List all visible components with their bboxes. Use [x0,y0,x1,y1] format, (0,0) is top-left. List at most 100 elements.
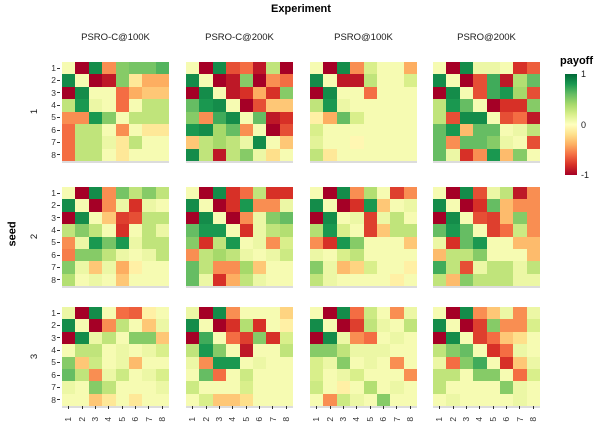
heatmap-cell [499,123,514,137]
x-tick-label: 7 [267,416,278,422]
heatmap-cell [115,344,129,357]
heatmap-cell [75,148,89,161]
y-tick-label: 7 [51,382,56,393]
heatmap-cell [526,99,540,112]
heatmap-cell [75,236,89,249]
heatmap-cell [186,224,200,237]
heatmap-cell [212,319,227,332]
heatmap-cell [459,344,474,357]
heatmap-cell [212,211,227,225]
heatmap-cell [363,99,377,112]
heatmap-cell [390,331,404,345]
heatmap-cell [212,381,227,394]
heatmap-cell [513,381,527,394]
heatmap-cell [486,62,500,75]
heatmap-cell [473,319,487,332]
heatmap-cell [526,224,540,237]
y-tick: 4 [40,344,60,356]
heatmap-cell [62,331,76,345]
heatmap-cell [390,393,404,406]
heatmap-cell [75,356,89,369]
facet-panel-seed3-col1 [62,307,169,408]
heatmap-cell [199,368,213,382]
heatmap-cell [323,86,337,100]
heatmap-cell [142,319,156,332]
heatmap-cell [75,86,89,100]
heatmap-cell [186,248,200,262]
heatmap-cell [199,86,213,100]
heatmap-cell [446,248,460,262]
heatmap-cell [403,381,417,394]
heatmap-cell [128,224,143,237]
heatmap-cell [252,148,267,161]
x-tick: 2 [199,406,212,430]
heatmap-cell [433,74,447,87]
heatmap-cell [459,123,474,137]
heatmap-cell [115,261,129,274]
heatmap-cell [75,187,89,200]
heatmap-cell [252,393,267,406]
heatmap-cell [226,356,240,369]
heatmap-cell [513,319,527,332]
heatmap-cell [513,199,527,212]
heatmap-cell [88,187,103,200]
heatmap-cell [226,74,240,87]
heatmap-cell [499,307,514,320]
heatmap-cell [433,273,447,286]
heatmap-cell [336,381,351,394]
heatmap-cell [186,344,200,357]
heatmap-cell [499,199,514,212]
heatmap-cell [199,319,213,332]
heatmap-cell [266,111,280,124]
heatmap-cell [115,199,129,212]
heatmap-cell [279,136,293,149]
heatmap-cell [433,136,447,149]
heatmap-cell [155,368,169,382]
heatmap-cell [75,319,89,332]
heatmap-cell [142,261,156,274]
heatmap-cell [376,248,391,262]
heatmap-cell [310,356,324,369]
heatmap-cell [102,273,116,286]
heatmap-cell [186,74,200,87]
heatmap-cell [88,236,103,249]
heatmap-cell [102,356,116,369]
y-tick: 1 [40,187,60,199]
heatmap-cell [459,368,474,382]
heatmap-cell [115,368,129,382]
heatmap-cell [252,307,267,320]
heatmap-cell [526,307,540,320]
heatmap-cell [323,356,337,369]
facet-panel-seed1-col3 [310,62,417,163]
heatmap-cell [433,248,447,262]
heatmap-cell [226,236,240,249]
heatmap-cell [486,86,500,100]
y-tick: 5 [40,112,60,124]
heatmap-cell [115,86,129,100]
heatmap-cell [513,86,527,100]
heatmap-cell [279,236,293,249]
heatmap-cell [459,86,474,100]
heatmap-cell [142,199,156,212]
heatmap-cell [473,273,487,286]
heatmap-cell [75,111,89,124]
heatmap-cell [115,123,129,137]
y-tick-label: 1 [51,307,56,318]
heatmap-cell [403,368,417,382]
heatmap-cell [310,224,324,237]
heatmap-cell [350,344,364,357]
heatmap-cell [350,187,364,200]
heatmap-cell [310,273,324,286]
heatmap-cell [433,236,447,249]
heatmap-cell [363,236,377,249]
heatmap-cell [446,236,460,249]
heatmap-cell [336,368,351,382]
heatmap-cell [526,261,540,274]
heatmap-cell [486,99,500,112]
heatmap-cell [88,261,103,274]
y-tick-mark [57,386,60,388]
heatmap-cell [390,344,404,357]
heatmap-cell [88,211,103,225]
heatmap-cell [363,248,377,262]
